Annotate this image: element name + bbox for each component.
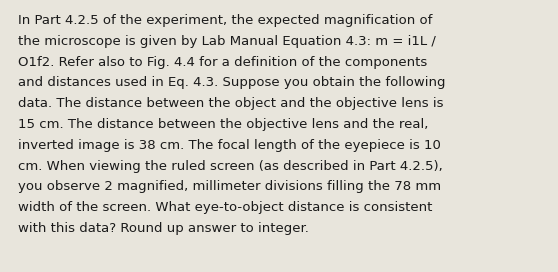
Text: 15 cm. The distance between the objective lens and the real,: 15 cm. The distance between the objectiv…: [18, 118, 429, 131]
Text: cm. When viewing the ruled screen (as described in Part 4.2.5),: cm. When viewing the ruled screen (as de…: [18, 160, 442, 173]
Text: inverted image is 38 cm. The focal length of the eyepiece is 10: inverted image is 38 cm. The focal lengt…: [18, 139, 441, 152]
Text: In Part 4.2.5 of the experiment, the expected magnification of: In Part 4.2.5 of the experiment, the exp…: [18, 14, 432, 27]
Text: with this data? Round up answer to integer.: with this data? Round up answer to integ…: [18, 222, 309, 235]
Text: and distances used in Eq. 4.3. Suppose you obtain the following: and distances used in Eq. 4.3. Suppose y…: [18, 76, 445, 89]
Text: you observe 2 magnified, millimeter divisions filling the 78 mm: you observe 2 magnified, millimeter divi…: [18, 180, 441, 193]
Text: the microscope is given by Lab Manual Equation 4.3: m = i1L /: the microscope is given by Lab Manual Eq…: [18, 35, 436, 48]
Text: data. The distance between the object and the objective lens is: data. The distance between the object an…: [18, 97, 444, 110]
Text: width of the screen. What eye-to-object distance is consistent: width of the screen. What eye-to-object …: [18, 201, 432, 214]
Text: O1f2. Refer also to Fig. 4.4 for a definition of the components: O1f2. Refer also to Fig. 4.4 for a defin…: [18, 55, 427, 69]
